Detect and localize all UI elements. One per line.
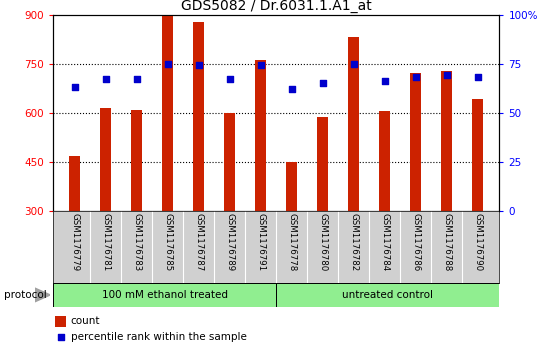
- Point: [256, 62, 265, 68]
- Text: GSM1176781: GSM1176781: [101, 213, 110, 271]
- Bar: [162, 16, 173, 211]
- Text: GSM1176780: GSM1176780: [318, 213, 327, 271]
- Bar: [318, 118, 328, 211]
- Point: [101, 76, 110, 82]
- Bar: [224, 113, 235, 211]
- Bar: [348, 37, 359, 211]
- Text: GSM1176782: GSM1176782: [349, 213, 358, 271]
- Text: protocol: protocol: [4, 290, 47, 300]
- Bar: [69, 156, 80, 211]
- Bar: [286, 162, 297, 211]
- Title: GDS5082 / Dr.6031.1.A1_at: GDS5082 / Dr.6031.1.A1_at: [181, 0, 372, 13]
- Point: [287, 86, 296, 92]
- Bar: [410, 73, 421, 211]
- Bar: [193, 22, 204, 211]
- Bar: [55, 316, 66, 327]
- Point: [473, 74, 482, 80]
- Point: [411, 74, 420, 80]
- Text: GSM1176788: GSM1176788: [442, 213, 451, 271]
- Text: GSM1176787: GSM1176787: [194, 213, 203, 271]
- Bar: [441, 71, 452, 211]
- FancyBboxPatch shape: [276, 283, 499, 307]
- Bar: [100, 107, 111, 211]
- Text: GSM1176784: GSM1176784: [380, 213, 389, 271]
- Text: percentile rank within the sample: percentile rank within the sample: [71, 331, 247, 342]
- Text: GSM1176786: GSM1176786: [411, 213, 420, 271]
- Text: GSM1176779: GSM1176779: [70, 213, 79, 271]
- FancyBboxPatch shape: [53, 283, 276, 307]
- Text: 100 mM ethanol treated: 100 mM ethanol treated: [102, 290, 228, 300]
- Point: [194, 62, 203, 68]
- Point: [349, 61, 358, 66]
- Bar: [379, 111, 390, 211]
- Point: [70, 84, 79, 90]
- Bar: [131, 110, 142, 211]
- Polygon shape: [35, 288, 50, 302]
- Text: untreated control: untreated control: [342, 290, 434, 300]
- Text: count: count: [71, 316, 100, 326]
- Text: GSM1176790: GSM1176790: [473, 213, 482, 271]
- Point: [380, 78, 389, 84]
- Point: [56, 334, 65, 339]
- Point: [132, 76, 141, 82]
- Text: GSM1176785: GSM1176785: [163, 213, 172, 271]
- Point: [442, 72, 451, 78]
- Point: [225, 76, 234, 82]
- Bar: [256, 60, 266, 211]
- Point: [163, 61, 172, 66]
- Text: GSM1176791: GSM1176791: [256, 213, 265, 271]
- Text: GSM1176783: GSM1176783: [132, 213, 141, 271]
- Text: GSM1176789: GSM1176789: [225, 213, 234, 271]
- Text: GSM1176778: GSM1176778: [287, 213, 296, 271]
- Bar: [472, 99, 483, 211]
- Point: [318, 80, 327, 86]
